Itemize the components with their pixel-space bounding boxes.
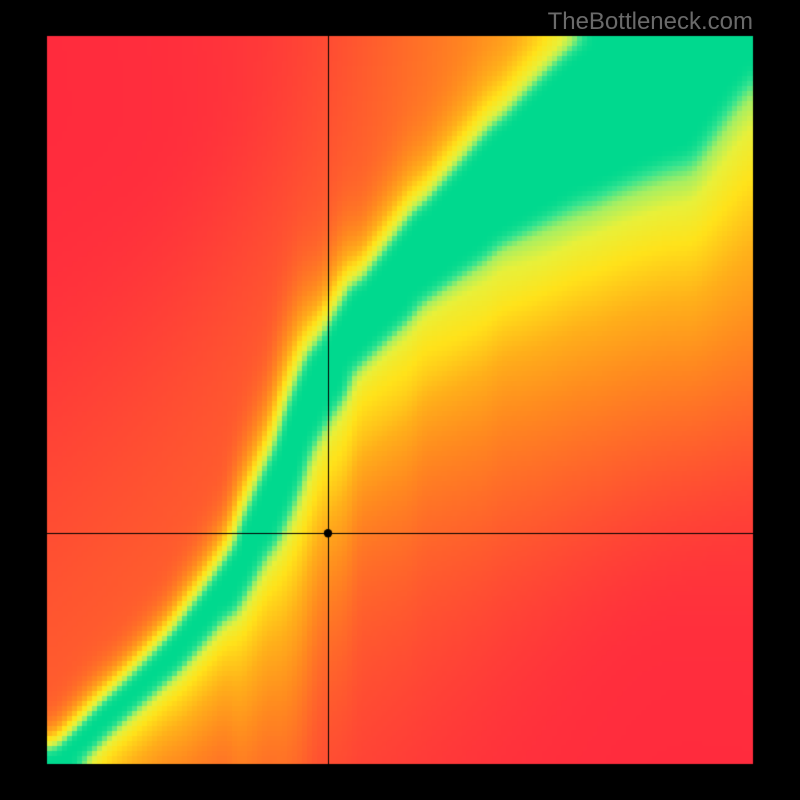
heatmap-canvas <box>0 0 800 800</box>
chart-stage: { "meta": { "source_label": "TheBottlene… <box>0 0 800 800</box>
watermark-label: TheBottleneck.com <box>548 8 753 36</box>
